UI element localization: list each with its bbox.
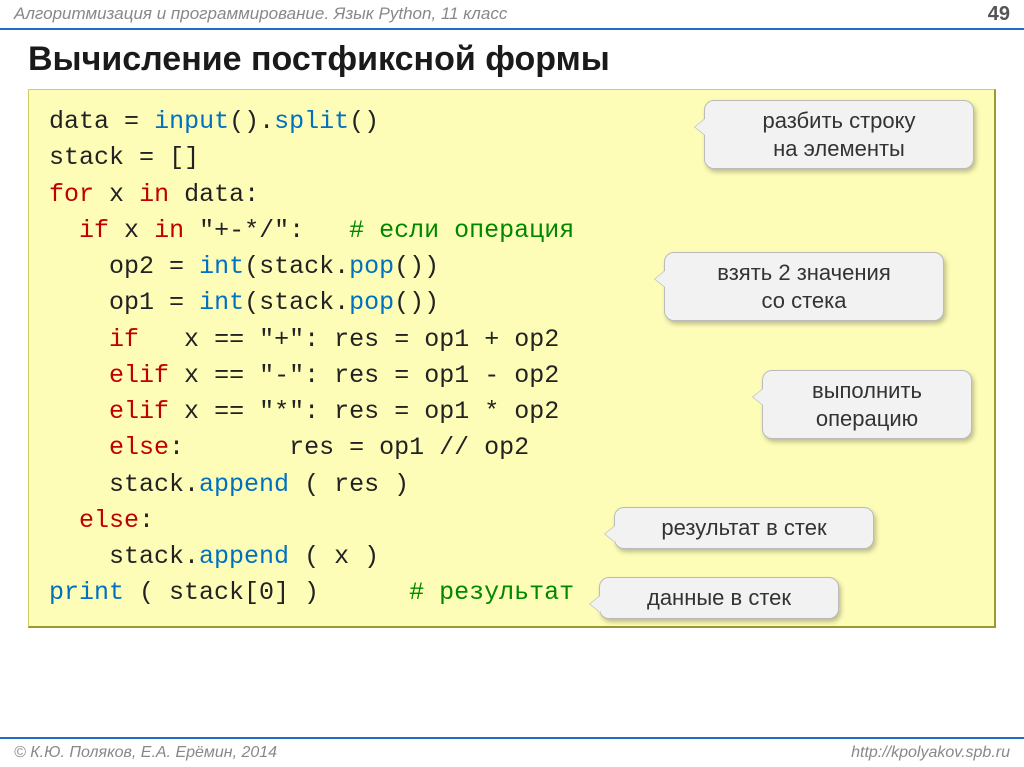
course-label: Алгоритмизация и программирование. Язык …	[14, 4, 507, 24]
header-bar: Алгоритмизация и программирование. Язык …	[0, 0, 1024, 30]
footer-url: http://kpolyakov.spb.ru	[851, 744, 1010, 762]
callout-split: разбить строку на элементы	[704, 100, 974, 169]
slide-title: Вычисление постфиксной формы	[0, 30, 1024, 89]
callout-operate: выполнить операцию	[762, 370, 972, 439]
copyright: © К.Ю. Поляков, Е.А. Ерёмин, 2014	[14, 744, 277, 762]
callout-pop: взять 2 значения со стека	[664, 252, 944, 321]
callout-pushres: результат в стек	[614, 507, 874, 549]
code-box: data = input().split() stack = [] for x …	[28, 89, 996, 628]
page-number: 49	[988, 3, 1010, 26]
callout-pushx: данные в стек	[599, 577, 839, 619]
footer-bar: © К.Ю. Поляков, Е.А. Ерёмин, 2014 http:/…	[0, 737, 1024, 767]
